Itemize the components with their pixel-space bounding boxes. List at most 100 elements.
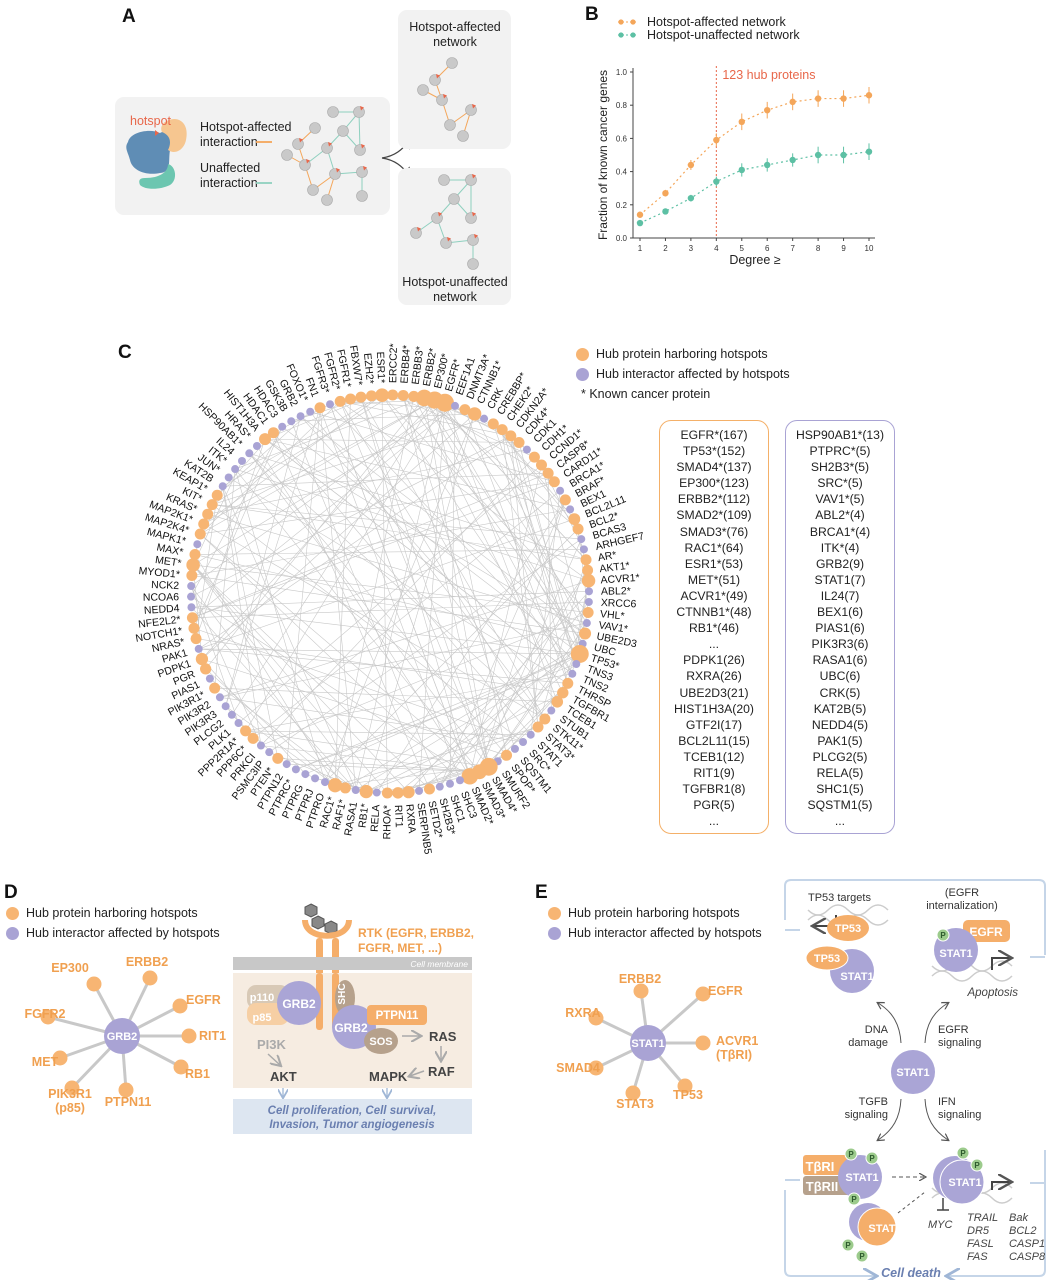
- hub-node: [588, 1060, 604, 1076]
- target-gene-label: BCL2: [1009, 1225, 1037, 1237]
- hub-node: [355, 391, 367, 403]
- cell-membrane: [233, 957, 472, 970]
- spoke-label: STAT3: [616, 1097, 654, 1111]
- network-edge: [198, 518, 575, 650]
- list-item: SRC*(5): [817, 476, 863, 491]
- interactor-node: [278, 422, 287, 431]
- raf-label: RAF: [428, 1064, 455, 1079]
- list-item: TGFBR1(8): [682, 782, 746, 797]
- data-point: [789, 98, 796, 106]
- outcome-text-2: Invasion, Tumor angiogenesis: [269, 1119, 434, 1131]
- legend-label: Hotspot-affected network: [647, 15, 786, 29]
- node-label: XRCC6: [601, 597, 637, 610]
- network-edge: [234, 468, 326, 783]
- hub-node: [588, 1010, 604, 1026]
- interactor-node: [193, 540, 202, 549]
- spoke-label: (TβRI): [716, 1048, 752, 1062]
- phospho-label: P: [845, 1241, 851, 1250]
- hub-node: [190, 633, 202, 645]
- ptpn11-label: PTPN11: [376, 1010, 419, 1022]
- spoke-label: ERBB2: [126, 955, 168, 969]
- interactor-node: [435, 782, 444, 791]
- hotspot-marker-icon: [472, 104, 476, 109]
- panel-d-label: D: [4, 882, 18, 903]
- network-edge: [222, 486, 262, 746]
- example-network: [281, 106, 368, 206]
- network-edge: [358, 111, 361, 151]
- network-edge: [249, 453, 546, 720]
- list-item: MET*(51): [687, 572, 741, 587]
- network-edge: [335, 726, 539, 786]
- hub-node: [173, 1059, 189, 1075]
- list-item: RAC1*(64): [684, 540, 744, 555]
- network-edge: [501, 429, 539, 728]
- hub-node: [189, 549, 201, 561]
- network-edge: [392, 394, 535, 458]
- data-point: [840, 95, 847, 102]
- hub-node: [677, 1078, 693, 1094]
- network-edge: [252, 490, 561, 739]
- protein-blue-shape: [126, 130, 171, 174]
- stat1-node: STAT1: [840, 971, 873, 983]
- network-node: [417, 84, 429, 96]
- network-edge: [567, 580, 589, 684]
- network-node: [467, 258, 479, 270]
- hub-list: EGFR*(167) TP53*(152) SMAD4*(137) EP300*(12…: [660, 427, 768, 829]
- hub-node: [513, 437, 525, 449]
- x-tick-label: 2: [663, 244, 668, 253]
- panel-c: C HSP90AB1*HRAS*HIST1H3AHDAC1HDAC3GSK3BG…: [118, 342, 646, 855]
- interactor-legend-dot: [548, 926, 561, 940]
- network-edge: [290, 421, 441, 787]
- interactor-node: [224, 473, 233, 482]
- node-label: RB1*: [356, 803, 371, 829]
- interactor-node: [237, 456, 246, 465]
- spoke-label: SMAD4: [556, 1061, 600, 1075]
- network-edge: [194, 554, 583, 645]
- list-item: VAV1*(5): [815, 492, 865, 507]
- network-edge: [493, 423, 579, 530]
- panel-a-label: A: [122, 6, 136, 27]
- hub-node: [582, 607, 594, 619]
- network-edge: [319, 407, 461, 781]
- hub-node: [200, 663, 212, 675]
- network-edge: [334, 396, 415, 786]
- ligand-icon: [311, 915, 325, 930]
- network-node: [438, 174, 450, 186]
- interactor-node: [568, 669, 577, 678]
- network-edge: [190, 585, 346, 789]
- network-edge: [207, 513, 587, 624]
- stat1-center-label: STAT1: [896, 1067, 929, 1079]
- network-edge: [212, 394, 393, 505]
- tgfb-signaling-label: TGFB: [859, 1096, 888, 1108]
- list-item: PLCG2(5): [812, 749, 868, 764]
- network-edge: [225, 416, 301, 707]
- interactor-node: [187, 592, 196, 601]
- grb2-node: [277, 981, 321, 1025]
- network-edge: [309, 411, 546, 720]
- interactor-node: [556, 486, 565, 495]
- dna-damage-label: DNA: [865, 1024, 889, 1036]
- interactor-node: [566, 505, 575, 514]
- data-point: [636, 211, 644, 218]
- list-item: ERBB2*(112): [677, 492, 751, 507]
- data-point: [738, 118, 745, 126]
- list-item: PIK3R3(6): [811, 637, 869, 652]
- data-point: [687, 161, 695, 169]
- list-item: GTF2I(17): [685, 717, 743, 732]
- x-tick-label: 9: [841, 244, 846, 253]
- hotspot-marker-icon: [336, 168, 340, 173]
- target-gene-label: CASP1: [1009, 1238, 1045, 1250]
- phospho-marker: [936, 928, 950, 942]
- network-edge: [190, 585, 262, 746]
- network-edge: [260, 612, 589, 746]
- phospho-marker: [865, 1151, 879, 1165]
- node-label: RHOA*: [381, 805, 393, 840]
- network-edge: [190, 585, 239, 724]
- x-tick-label: 7: [790, 244, 795, 253]
- interactor-node: [510, 744, 519, 753]
- list-item: KAT2B(5): [813, 701, 867, 716]
- list-item: UBE2D3(21): [679, 685, 749, 700]
- pathway-frame: [784, 879, 1046, 1277]
- panel-a: A hotspot Hotspot-affected interaction U…: [115, 6, 511, 305]
- degree-chart: 0.0 0.2 0.4 0.6 0.8 1.0 1 2 3 4 5 6 7 8 9 10 Degree ≥ Fra…: [596, 15, 875, 267]
